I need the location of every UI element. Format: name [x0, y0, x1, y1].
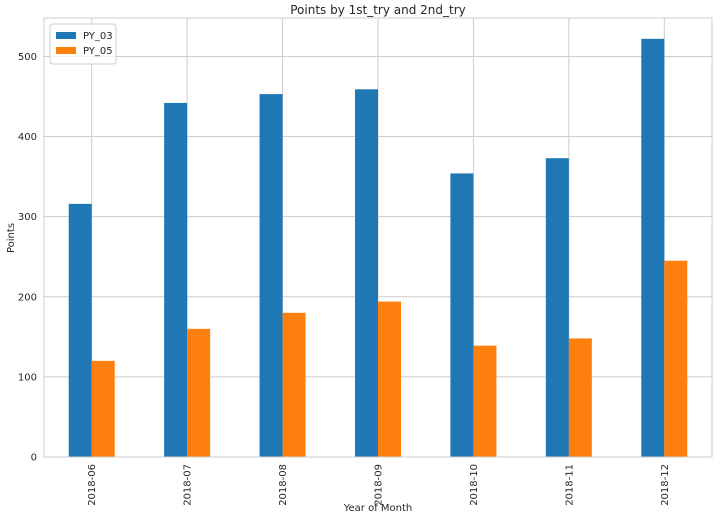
bar-py-03: [259, 94, 283, 458]
bar-py-03: [164, 102, 188, 457]
legend-box: [49, 23, 117, 65]
y-tick-label: 300: [18, 212, 37, 223]
x-tick-label: 2018-07: [183, 464, 194, 506]
y-tick-label: 100: [18, 372, 37, 383]
x-tick-label: 2018-08: [278, 464, 289, 506]
legend-swatch: [56, 32, 76, 39]
x-tick-label: 2018-06: [87, 464, 98, 506]
bar-py-05: [568, 338, 592, 457]
legend: PY_03 PY_05: [49, 23, 117, 65]
bar-py-05: [473, 345, 497, 457]
bars: [68, 38, 688, 458]
x-tick-label: 2018-11: [564, 464, 575, 506]
bar-py-05: [282, 312, 306, 457]
bar-py-03: [68, 203, 92, 457]
bar-py-05: [664, 260, 688, 457]
bar-py-05: [378, 301, 401, 457]
bar-py-05: [187, 328, 211, 457]
bar-py-03: [641, 38, 665, 458]
legend-swatch: [56, 47, 76, 54]
x-tick-labels: 2018-06 2018-07 2018-08 2018-09 2018-10 2018-…: [87, 464, 671, 506]
y-tick-label: 400: [18, 132, 37, 143]
y-tick-labels: 0 100 200 300 400 500: [18, 52, 37, 464]
bar-py-05: [91, 360, 115, 457]
x-tick-label: 2018-12: [660, 464, 671, 506]
bar-py-03: [450, 173, 474, 457]
y-axis-title: Points: [6, 223, 17, 253]
legend-label: PY_05: [83, 46, 113, 57]
bar-py-03: [355, 89, 378, 457]
y-tick-label: 500: [18, 52, 37, 63]
chart-title: Points by 1st_try and 2nd_try: [290, 3, 466, 17]
x-axis-title: Year of Month: [343, 503, 413, 514]
plot-frame: [43, 17, 713, 458]
x-tick-label: 2018-10: [469, 464, 480, 506]
legend-label: PY_03: [83, 31, 113, 42]
y-tick-label: 0: [31, 453, 37, 464]
bar-py-03: [545, 158, 569, 458]
y-tick-label: 200: [18, 292, 37, 303]
x-tick-label: 2018-09: [374, 464, 385, 506]
